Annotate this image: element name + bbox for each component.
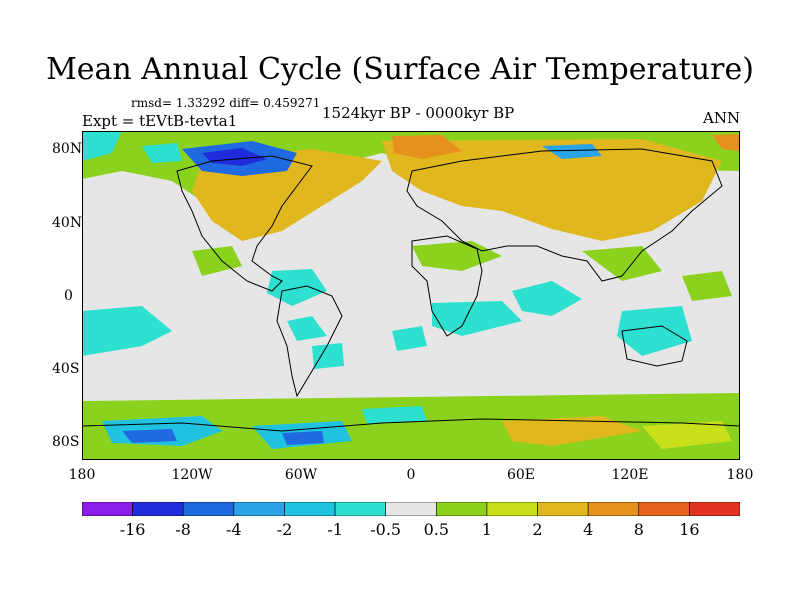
colorbar-swatch-3: [233, 502, 285, 516]
northern-anomalies: [82, 131, 740, 241]
experiment-label: Expt = tEVtB-tevta1: [82, 112, 238, 130]
colorbar-label-7: 1: [481, 520, 492, 539]
colorbar-label-10: 8: [633, 520, 644, 539]
colorbar-swatch-1: [132, 502, 184, 516]
colorbar-swatch-11: [638, 502, 690, 516]
colorbar-label-5: -0.5: [370, 520, 402, 539]
colorbar-label-1: -8: [175, 520, 191, 539]
lon-label-0: 0: [406, 467, 416, 483]
colorbar-label-3: -2: [276, 520, 293, 539]
lon-label-180w: 180: [68, 467, 96, 483]
colorbar-swatch-9: [537, 502, 589, 516]
chart-title: Mean Annual Cycle (Surface Air Temperatu…: [46, 52, 754, 87]
colorbar-label-6: 0.5: [423, 520, 450, 539]
colorbar-label-2: -4: [226, 520, 242, 539]
lon-label-60w: 60W: [284, 467, 318, 483]
map-frame: [82, 131, 740, 460]
tropical-anomalies: [82, 241, 732, 369]
colorbar-swatch-2: [182, 502, 235, 516]
colorbar-label-9: 4: [583, 520, 594, 539]
colorbar-swatch-5: [334, 502, 387, 516]
lon-label-60e: 60E: [506, 467, 536, 483]
lon-label-120e: 120E: [611, 467, 649, 483]
colorbar-label-0: -16: [119, 520, 146, 539]
colorbar-swatch-4: [284, 502, 336, 516]
colorbar-swatch-0: [82, 502, 133, 516]
southern-anomalies: [82, 393, 740, 460]
colorbar-swatch-12: [689, 502, 740, 516]
coastlines: [82, 148, 740, 432]
lat-label-40n: 40N: [52, 215, 83, 231]
season-label: ANN: [703, 109, 741, 127]
lat-label-40s: 40S: [52, 361, 80, 377]
colorbar-swatch-10: [587, 502, 640, 516]
map-plot: [82, 131, 740, 460]
lon-label-180e: 180: [726, 467, 754, 483]
colorbar-swatch-7: [436, 502, 488, 516]
lat-label-80s: 80S: [52, 434, 80, 450]
lon-label-120w: 120W: [171, 467, 213, 483]
colorbar: [82, 502, 740, 516]
period-label: 1524kyr BP - 0000kyr BP: [322, 104, 515, 122]
colorbar-label-8: 2: [532, 520, 543, 539]
lat-label-80n: 80N: [52, 141, 83, 157]
colorbar-label-4: -1: [327, 520, 343, 539]
colorbar-label-11: 16: [679, 520, 700, 539]
lat-label-0: 0: [64, 288, 73, 304]
colorbar-swatch-8: [486, 502, 538, 516]
stats-label: rmsd= 1.33292 diff= 0.459271: [131, 96, 321, 110]
colorbar-swatch-6: [385, 502, 437, 516]
